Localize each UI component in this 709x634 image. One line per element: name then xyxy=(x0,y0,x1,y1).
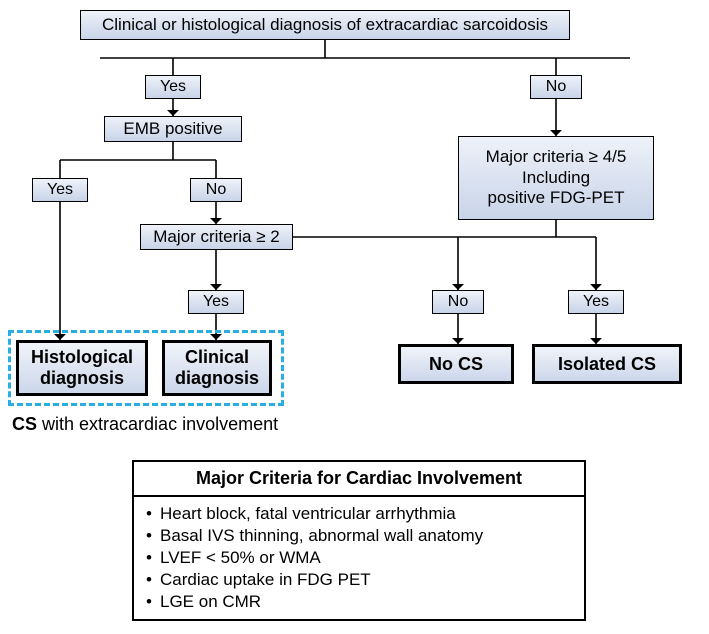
major-criteria-box: Major Criteria for Cardiac Involvement •… xyxy=(132,460,586,621)
bullet-icon: • xyxy=(146,547,160,569)
criteria-item-text: Basal IVS thinning, abnormal wall anatom… xyxy=(160,525,483,547)
outcome-no-cs: No CS xyxy=(398,344,514,384)
outcome-no-cs-label: No CS xyxy=(429,354,483,375)
node-major45: Major criteria ≥ 4/5Includingpositive FD… xyxy=(458,136,654,220)
node-no3-label: No xyxy=(448,292,468,311)
node-yes4: Yes xyxy=(568,290,624,314)
criteria-item-text: Cardiac uptake in FDG PET xyxy=(160,569,371,591)
outcome-histological-label: Histologicaldiagnosis xyxy=(31,347,133,389)
node-emb-label: EMB positive xyxy=(123,119,222,139)
criteria-item: •Basal IVS thinning, abnormal wall anato… xyxy=(146,525,572,547)
node-no2: No xyxy=(190,178,242,202)
criteria-item: •LVEF < 50% or WMA xyxy=(146,547,572,569)
bullet-icon: • xyxy=(146,503,160,525)
node-major45-label: Major criteria ≥ 4/5Includingpositive FD… xyxy=(486,147,627,208)
cs-extracardiac-caption: CS with extracardiac involvement xyxy=(12,414,278,435)
criteria-item-text: LVEF < 50% or WMA xyxy=(160,547,321,569)
node-no1: No xyxy=(530,75,582,99)
node-root: Clinical or histological diagnosis of ex… xyxy=(80,10,570,40)
criteria-item: •Heart block, fatal ventricular arrhythm… xyxy=(146,503,572,525)
node-yes4-label: Yes xyxy=(583,292,609,311)
outcome-isolated-cs: Isolated CS xyxy=(532,344,682,384)
bullet-icon: • xyxy=(146,569,160,591)
criteria-item: •LGE on CMR xyxy=(146,591,572,613)
node-no2-label: No xyxy=(206,180,226,199)
node-yes1: Yes xyxy=(145,75,201,99)
caption-bold: CS xyxy=(12,414,37,434)
node-root-label: Clinical or histological diagnosis of ex… xyxy=(102,15,548,35)
outcome-isolated-cs-label: Isolated CS xyxy=(558,354,656,375)
node-yes2: Yes xyxy=(32,178,88,202)
major-criteria-title: Major Criteria for Cardiac Involvement xyxy=(134,462,584,497)
bullet-icon: • xyxy=(146,591,160,613)
outcome-clinical-label: Clinicaldiagnosis xyxy=(175,347,259,389)
caption-rest: with extracardiac involvement xyxy=(37,414,278,434)
outcome-clinical: Clinicaldiagnosis xyxy=(162,340,272,396)
node-no1-label: No xyxy=(546,77,566,96)
criteria-item-text: Heart block, fatal ventricular arrhythmi… xyxy=(160,503,456,525)
criteria-item-text: LGE on CMR xyxy=(160,591,261,613)
node-yes1-label: Yes xyxy=(160,77,186,96)
node-emb: EMB positive xyxy=(104,116,242,142)
node-yes3: Yes xyxy=(188,290,244,314)
criteria-item: •Cardiac uptake in FDG PET xyxy=(146,569,572,591)
major-criteria-body: •Heart block, fatal ventricular arrhythm… xyxy=(134,497,584,619)
bullet-icon: • xyxy=(146,525,160,547)
flowchart-connectors xyxy=(0,0,709,480)
node-yes3-label: Yes xyxy=(203,292,229,311)
node-yes2-label: Yes xyxy=(47,180,73,199)
node-major2: Major criteria ≥ 2 xyxy=(140,224,293,250)
node-major2-label: Major criteria ≥ 2 xyxy=(153,227,279,247)
outcome-histological: Histologicaldiagnosis xyxy=(16,340,148,396)
node-no3: No xyxy=(432,290,484,314)
